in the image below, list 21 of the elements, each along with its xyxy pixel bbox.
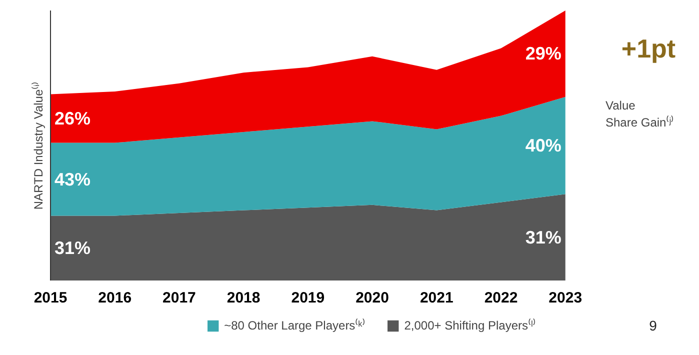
legend-label: 2,000+ Shifting Players⁽ˡ⁾ (404, 318, 536, 334)
x-tick-label: 2016 (98, 290, 132, 306)
annotation: 43% (54, 169, 91, 190)
x-tick-label: 2020 (356, 290, 389, 306)
annotation: 40% (525, 136, 562, 156)
x-tick-label: 2015 (34, 290, 68, 306)
y-axis-title: NARTD Industry Value⁽ⁱ⁾ (32, 81, 46, 210)
annotation: 26% (54, 108, 91, 128)
annotation: 29% (525, 44, 562, 64)
x-tick-label: 2017 (162, 290, 196, 306)
x-tick-label: 2021 (420, 290, 454, 306)
legend-label: ~80 Other Large Players⁽ᵏ⁾ (224, 318, 366, 334)
x-tick-label: 2019 (291, 290, 325, 306)
text: Value Share Gain⁽ʲ⁾ (606, 98, 674, 130)
x-tick-label: 2018 (226, 290, 260, 306)
text: 9 (649, 318, 658, 334)
annotation: 31% (525, 227, 562, 248)
annotation: 31% (54, 238, 91, 258)
x-tick-label: 2022 (484, 290, 518, 306)
x-tick-label: 2023 (548, 290, 582, 306)
text: +1pt (621, 34, 676, 64)
